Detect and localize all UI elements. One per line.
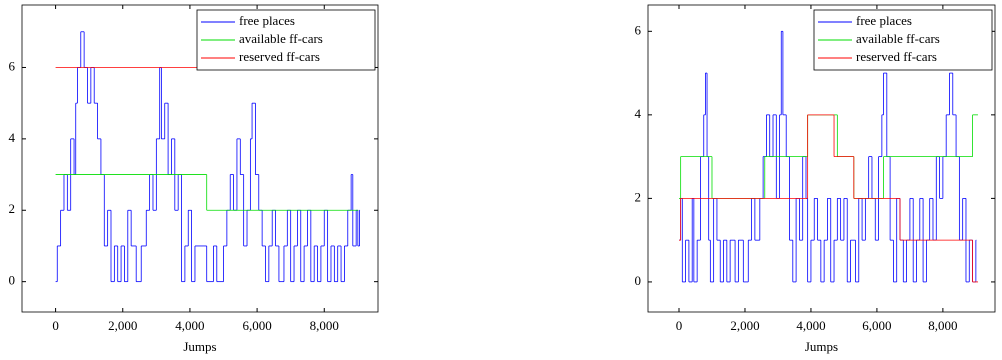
x-tick-label: 0 <box>52 318 59 333</box>
x-axis-label: Jumps <box>183 339 216 354</box>
legend-label: free places <box>856 13 912 28</box>
x-tick-label: 4,000 <box>796 318 825 333</box>
legend-box <box>196 9 376 71</box>
x-tick-label: 6,000 <box>862 318 891 333</box>
y-tick-label: 4 <box>9 130 16 145</box>
y-tick-label: 2 <box>635 189 642 204</box>
y-tick-label: 0 <box>9 273 16 288</box>
legend: free places available ff-cars reserved ff-… <box>196 9 376 71</box>
legend-label: available ff-cars <box>239 31 323 46</box>
x-axis-label: Jumps <box>805 339 838 354</box>
y-tick-label: 4 <box>635 106 642 121</box>
legend-label: free places <box>239 13 295 28</box>
plot-frame <box>21 4 379 313</box>
y-tick-label: 2 <box>9 201 16 216</box>
chart: 0 2,000 4,000 6,000 8,000 0 2 4 6 Jumps free place… <box>9 4 379 354</box>
legend-label: reserved ff-cars <box>239 49 320 64</box>
y-tick-label: 6 <box>635 22 642 37</box>
y-tick-label: 6 <box>9 58 16 73</box>
x-tick-label: 8,000 <box>310 318 339 333</box>
x-tick-label: 2,000 <box>108 318 137 333</box>
x-tick-label: 4,000 <box>175 318 204 333</box>
x-tick-label: 0 <box>676 318 683 333</box>
chart: 0 2,000 4,000 6,000 8,000 0 2 4 6 Jumps free place… <box>635 4 996 354</box>
x-tick-label: 8,000 <box>928 318 957 333</box>
y-tick-label: 0 <box>635 273 642 288</box>
legend: free places available ff-cars reserved ff-… <box>813 9 993 71</box>
legend-label: available ff-cars <box>856 31 940 46</box>
legend-label: reserved ff-cars <box>856 49 937 64</box>
plot-frame <box>647 4 996 313</box>
x-tick-label: 6,000 <box>242 318 271 333</box>
x-tick-label: 2,000 <box>730 318 759 333</box>
